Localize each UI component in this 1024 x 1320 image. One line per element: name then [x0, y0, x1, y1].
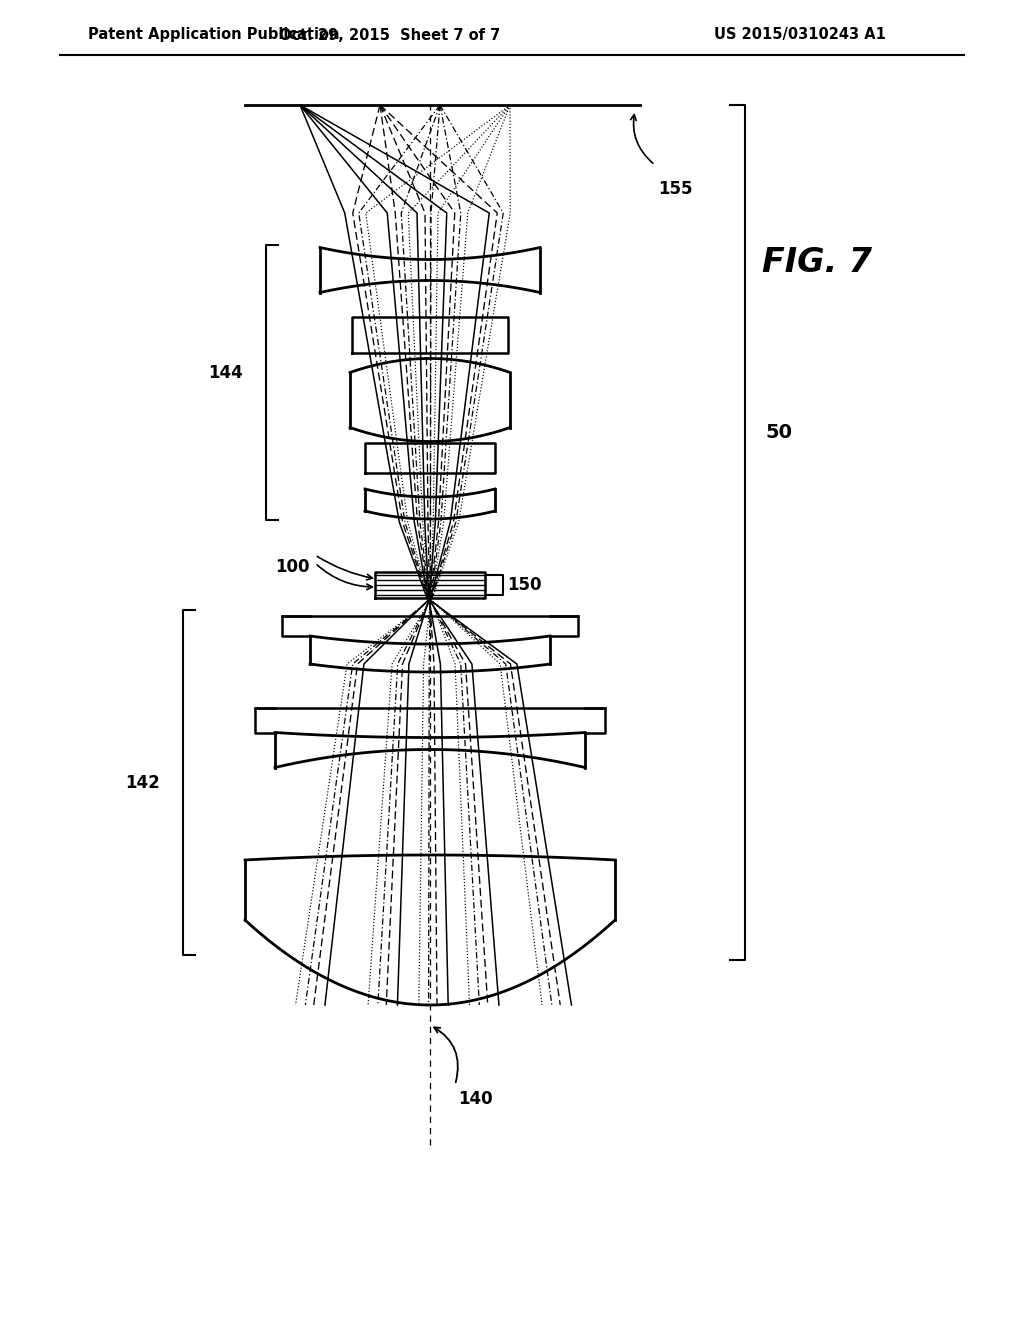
- Text: FIG. 7: FIG. 7: [762, 246, 872, 279]
- Text: Oct. 29, 2015  Sheet 7 of 7: Oct. 29, 2015 Sheet 7 of 7: [280, 28, 501, 42]
- Text: Patent Application Publication: Patent Application Publication: [88, 28, 340, 42]
- Text: 142: 142: [125, 774, 160, 792]
- Text: 150: 150: [507, 576, 542, 594]
- Text: 100: 100: [275, 558, 310, 576]
- Text: 50: 50: [765, 422, 792, 442]
- Text: 140: 140: [458, 1090, 493, 1107]
- Text: 155: 155: [658, 180, 692, 198]
- Text: 144: 144: [208, 363, 243, 381]
- Text: US 2015/0310243 A1: US 2015/0310243 A1: [714, 28, 886, 42]
